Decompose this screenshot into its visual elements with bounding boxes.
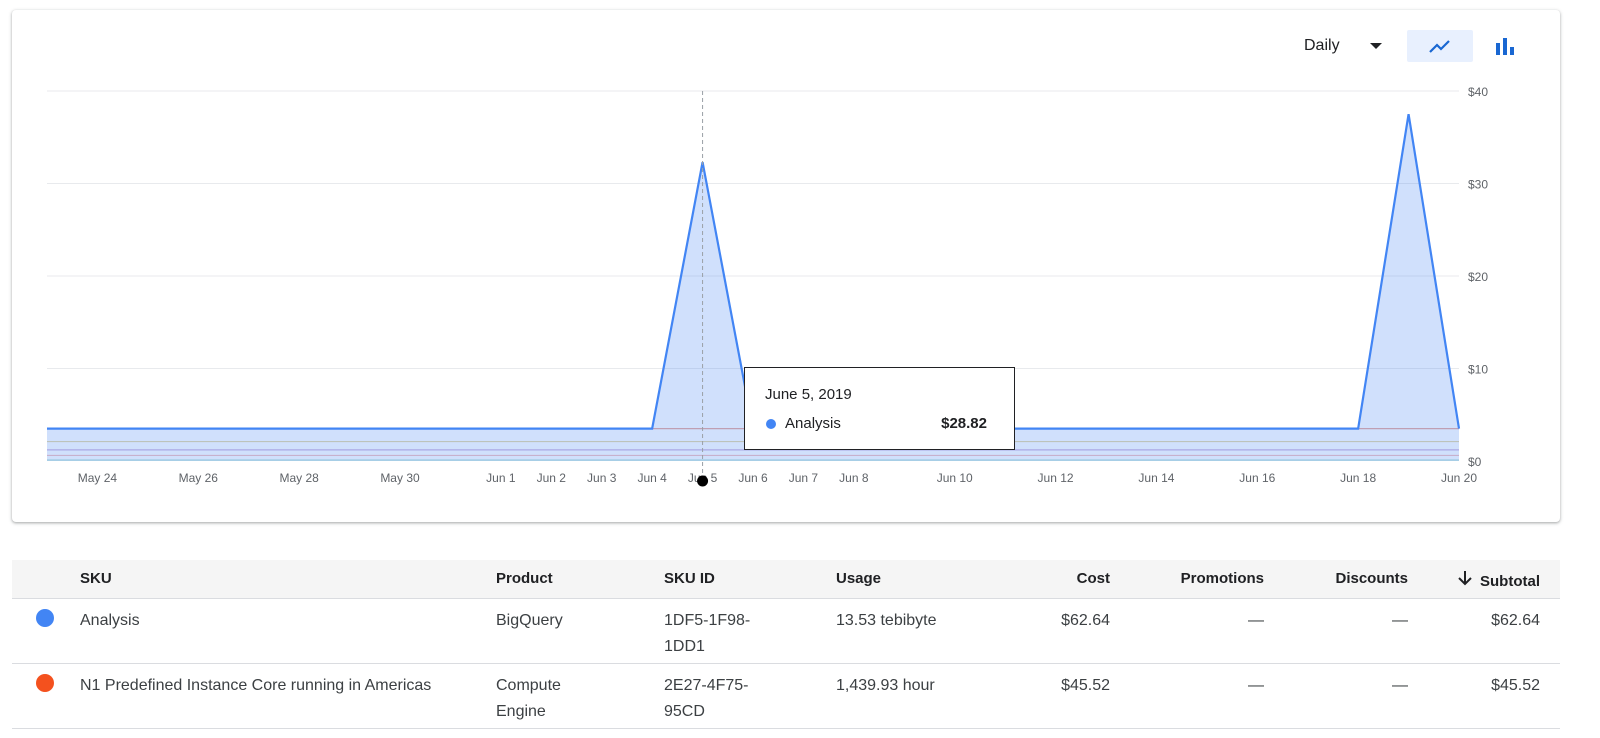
bar-chart-icon — [1496, 38, 1514, 55]
cell-sku: N1 Predefined Instance Core running in A… — [80, 677, 432, 694]
y-tick-label: $40 — [1468, 85, 1488, 99]
hover-marker — [697, 475, 709, 487]
x-tick-label: Jun 8 — [839, 471, 869, 485]
cell-usage: 13.53 tebibyte — [836, 612, 937, 629]
cell-cost: $45.52 — [1061, 677, 1110, 694]
cost-chart-card: Daily $0 $10 $20 $30 $40 May 24 May 26 May 28 Ma… — [12, 10, 1560, 522]
table-body: Analysis BigQuery 1DF5-1F98-1DD1 13.53 tebi… — [12, 599, 1560, 729]
cell-subtotal: $45.52 — [1491, 677, 1540, 694]
tooltip-date: June 5, 2019 — [765, 386, 852, 403]
header-discounts[interactable]: Discounts — [1335, 570, 1408, 587]
x-tick-label: May 28 — [279, 471, 319, 485]
x-tick-label: Jun 12 — [1038, 471, 1074, 485]
arrow-drop-down-icon — [1370, 43, 1382, 49]
tooltip-series-dot — [766, 419, 776, 429]
cell-product: Compute Engine — [496, 677, 561, 720]
x-tick-label: Jun 4 — [637, 471, 667, 485]
sku-table: SKU Product SKU ID Usage Cost Promotions… — [12, 560, 1560, 729]
header-subtotal: Subtotal — [1480, 573, 1540, 590]
cell-sku-id: 2E27-4F75-95CD — [664, 677, 749, 720]
y-tick-label: $30 — [1468, 178, 1488, 192]
tooltip-series-name: Analysis — [785, 415, 841, 432]
cell-sku-id: 1DF5-1F98-1DD1 — [664, 612, 751, 655]
y-tick-label: $10 — [1468, 363, 1488, 377]
table-row[interactable]: Analysis BigQuery 1DF5-1F98-1DD1 13.53 tebi… — [12, 599, 1560, 664]
cell-discounts: — — [1392, 612, 1408, 629]
row-color-swatch — [36, 609, 54, 627]
header-cost[interactable]: Cost — [1076, 570, 1110, 587]
cost-trend-chart: $0 $10 $20 $30 $40 May 24 May 26 May 28 May 30 Ju… — [47, 85, 1488, 487]
cell-promotions: — — [1248, 612, 1264, 629]
period-dropdown[interactable]: Daily — [1304, 30, 1394, 62]
y-tick-label: $0 — [1468, 455, 1482, 469]
table-header: SKU Product SKU ID Usage Cost Promotions… — [12, 560, 1560, 599]
x-tick-label: Jun 20 — [1441, 471, 1477, 485]
y-tick-label: $20 — [1468, 270, 1488, 284]
arrow-downward-icon — [1458, 570, 1472, 590]
cell-product: BigQuery — [496, 612, 563, 629]
cell-discounts: — — [1392, 677, 1408, 694]
period-label: Daily — [1304, 37, 1340, 54]
bar-view-button[interactable] — [1474, 30, 1536, 62]
table-row[interactable]: N1 Predefined Instance Core running in A… — [12, 664, 1560, 729]
x-tick-label: Jun 7 — [789, 471, 819, 485]
cell-subtotal: $62.64 — [1491, 612, 1540, 629]
x-tick-label: Jun 3 — [587, 471, 617, 485]
cell-cost: $62.64 — [1061, 612, 1110, 629]
x-tick-label: May 26 — [179, 471, 219, 485]
line-view-button[interactable] — [1407, 30, 1473, 62]
x-tick-label: Jun 1 — [486, 471, 516, 485]
tooltip-value: $28.82 — [941, 415, 987, 432]
x-tick-label: Jun 16 — [1239, 471, 1275, 485]
header-product[interactable]: Product — [496, 570, 553, 587]
header-usage[interactable]: Usage — [836, 570, 882, 587]
line-chart-icon — [1429, 40, 1450, 53]
x-tick-label: Jun 6 — [738, 471, 768, 485]
header-sku-id[interactable]: SKU ID — [664, 570, 715, 587]
cell-promotions: — — [1248, 677, 1264, 694]
row-color-swatch — [36, 674, 54, 692]
cell-sku: Analysis — [80, 612, 140, 629]
x-tick-label: Jun 18 — [1340, 471, 1376, 485]
x-tick-label: Jun 10 — [937, 471, 973, 485]
header-sku[interactable]: SKU — [80, 570, 112, 587]
x-tick-label: Jun 2 — [537, 471, 567, 485]
header-promotions[interactable]: Promotions — [1180, 570, 1264, 587]
x-tick-label: May 30 — [380, 471, 420, 485]
x-tick-label: May 24 — [78, 471, 118, 485]
header-subtotal-sort[interactable]: Subtotal — [1458, 570, 1540, 590]
x-tick-label: Jun 14 — [1138, 471, 1174, 485]
chart-tooltip: June 5, 2019 Analysis $28.82 — [744, 367, 1015, 450]
cell-usage: 1,439.93 hour — [836, 677, 935, 694]
